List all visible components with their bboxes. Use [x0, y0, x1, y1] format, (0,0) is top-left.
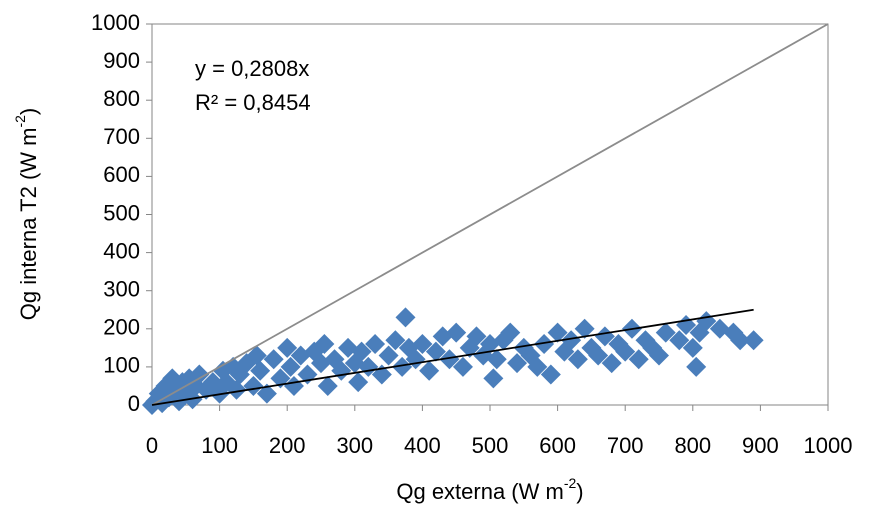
point: [452, 356, 473, 377]
x-tick-label: 300: [336, 433, 373, 458]
point: [314, 334, 335, 355]
y-axis-title-end: ): [16, 108, 41, 115]
r-squared: R² = 0,8454: [195, 90, 311, 115]
x-tick-label: 400: [404, 433, 441, 458]
x-tick-label: 200: [269, 433, 306, 458]
point: [277, 337, 298, 358]
point: [466, 326, 487, 347]
point: [385, 330, 406, 351]
x-tick-label: 900: [742, 433, 779, 458]
x-tick-label: 700: [607, 433, 644, 458]
point: [351, 341, 372, 362]
point: [189, 364, 210, 385]
point: [226, 379, 247, 400]
point: [743, 330, 764, 351]
point: [243, 375, 264, 396]
point: [669, 330, 690, 351]
point: [365, 334, 386, 355]
point: [730, 330, 751, 351]
point: [395, 307, 416, 328]
point: [527, 356, 548, 377]
point: [493, 330, 514, 351]
point: [256, 383, 277, 404]
point: [561, 330, 582, 351]
point: [348, 372, 369, 393]
y-tick-label: 800: [103, 86, 140, 111]
point: [486, 349, 507, 370]
y-tick-label: 0: [128, 391, 140, 416]
y-tick-label: 700: [103, 124, 140, 149]
x-axis-title-sup: -2: [564, 475, 577, 491]
equation: y = 0,2808x: [195, 56, 309, 81]
x-tick-label: 100: [201, 433, 238, 458]
point: [601, 353, 622, 374]
point: [500, 322, 521, 343]
point: [263, 349, 284, 370]
x-tick-label: 1000: [804, 433, 853, 458]
y-tick-label: 200: [103, 315, 140, 340]
x-axis-title-text: Qg externa (W m: [396, 479, 563, 504]
point: [378, 345, 399, 366]
point: [540, 364, 561, 385]
x-axis-title-end: ): [576, 479, 583, 504]
point: [682, 337, 703, 358]
point: [317, 375, 338, 396]
point: [425, 341, 446, 362]
point: [547, 322, 568, 343]
y-axis-title-sup: -2: [12, 115, 28, 128]
y-axis-title: Qg interna T2 (W m-2): [12, 108, 41, 321]
reference-line: [151, 308, 754, 406]
x-tick-label: 0: [146, 433, 158, 458]
point: [483, 368, 504, 389]
point: [507, 353, 528, 374]
point: [250, 360, 271, 381]
point: [236, 353, 257, 374]
point: [280, 356, 301, 377]
reference-line: [151, 23, 829, 406]
y-tick-label: 400: [103, 238, 140, 263]
point: [534, 334, 555, 355]
point: [588, 345, 609, 366]
point: [655, 322, 676, 343]
point: [615, 341, 636, 362]
point: [649, 345, 669, 366]
x-axis-title: Qg externa (W m-2): [396, 475, 583, 504]
point: [446, 322, 467, 343]
point: [412, 334, 433, 355]
y-tick-label: 600: [103, 162, 140, 187]
point: [419, 360, 440, 381]
point: [686, 356, 707, 377]
x-tick-label: 500: [472, 433, 509, 458]
y-tick-label: 500: [103, 200, 140, 225]
point: [392, 356, 413, 377]
y-axis-title-text: Qg interna T2 (W m: [16, 128, 41, 321]
y-tick-label: 100: [103, 353, 140, 378]
y-tick-label: 300: [103, 277, 140, 302]
point: [574, 318, 595, 339]
y-tick-label: 900: [103, 48, 140, 73]
x-tick-label: 800: [674, 433, 711, 458]
point: [628, 349, 649, 370]
x-tick-label: 600: [539, 433, 576, 458]
point: [567, 349, 588, 370]
point: [594, 326, 615, 347]
y-tick-label: 1000: [91, 10, 140, 35]
point: [246, 345, 267, 366]
point: [439, 349, 460, 370]
